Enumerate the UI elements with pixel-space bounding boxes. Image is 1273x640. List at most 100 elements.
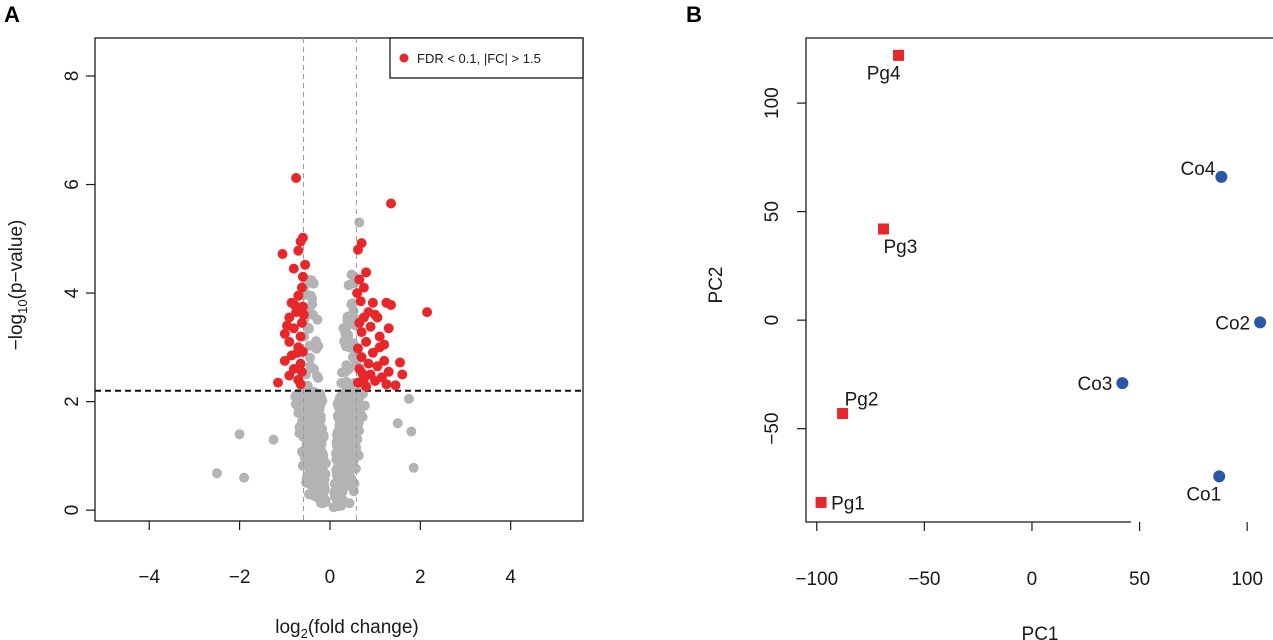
volcano-y-axis-label: −log10(p−value)	[6, 220, 30, 351]
legend-significant-marker	[399, 53, 409, 63]
sample-marker-co3	[1116, 377, 1129, 390]
nonsignificant-point	[307, 293, 317, 304]
sample-label-pg4: Pg4	[867, 63, 901, 84]
nonsignificant-points	[212, 217, 419, 513]
sample-label-pg2: Pg2	[845, 389, 879, 410]
significant-point	[353, 343, 363, 354]
significant-point	[372, 312, 383, 323]
nonsignificant-point	[408, 462, 419, 473]
sample-marker-co2	[1254, 316, 1267, 329]
significant-point	[284, 312, 295, 323]
nonsignificant-point	[344, 279, 355, 290]
significant-point	[358, 282, 369, 293]
sample-label-co1: Co1	[1186, 484, 1221, 505]
sample-marker-pg2	[837, 407, 849, 419]
pca-y-axis: −50 0 50 100	[762, 87, 806, 445]
nonsignificant-point	[336, 402, 347, 413]
significant-point	[356, 327, 367, 338]
x-tick-label: 4	[505, 567, 516, 588]
pca-plot-frame	[805, 37, 1273, 523]
significant-point	[363, 358, 374, 369]
significant-point	[293, 245, 304, 256]
volcano-y-axis: 0 2 4 6 8	[62, 71, 95, 515]
significant-point	[383, 366, 394, 377]
significant-point	[288, 263, 299, 274]
nonsignificant-point	[392, 418, 403, 429]
pca-points: Pg1 Pg2 Pg3 Pg4 Co1 Co2 Co3 Co4	[815, 49, 1267, 514]
significant-point	[374, 331, 385, 342]
nonsignificant-point	[344, 337, 355, 348]
significant-point	[289, 300, 300, 310]
nonsignificant-point	[330, 490, 341, 501]
nonsignificant-point	[336, 378, 347, 388]
significant-point	[353, 244, 363, 255]
significant-point	[370, 376, 381, 386]
x-tick-label: 2	[415, 567, 426, 588]
pca-x-axis: −100 −50 0 50 100	[795, 522, 1263, 590]
sample-marker-pg1	[815, 496, 827, 508]
significant-point	[355, 296, 366, 307]
significant-point	[279, 355, 290, 366]
y-tick-label: 100	[762, 87, 783, 119]
significant-point	[361, 336, 372, 347]
significant-point	[372, 361, 383, 372]
nonsignificant-point	[306, 398, 317, 409]
nonsignificant-point	[313, 373, 324, 383]
y-tick-label: 6	[62, 179, 83, 190]
significant-point	[293, 290, 304, 301]
nonsignificant-point	[339, 475, 350, 486]
significant-point	[361, 381, 372, 392]
nonsignificant-point	[404, 393, 414, 404]
panel-b-label: B	[686, 2, 702, 27]
significant-point	[367, 297, 378, 308]
x-tick-label: −100	[795, 569, 838, 590]
x-tick-label: −4	[138, 567, 160, 588]
nonsignificant-point	[306, 427, 316, 438]
significant-point	[300, 259, 311, 270]
sample-marker-co1	[1213, 470, 1226, 483]
nonsignificant-point	[317, 466, 328, 477]
nonsignificant-point	[308, 278, 319, 288]
significant-point	[297, 232, 308, 243]
significant-point	[295, 331, 306, 342]
sample-label-pg1: Pg1	[831, 493, 865, 514]
nonsignificant-point	[313, 448, 324, 459]
y-tick-label: 50	[762, 201, 783, 222]
nonsignificant-point	[304, 340, 315, 351]
significant-point	[277, 249, 288, 259]
nonsignificant-point	[319, 474, 330, 485]
significant-point	[353, 377, 363, 388]
significant-point	[354, 274, 365, 285]
significant-point	[297, 271, 308, 282]
nonsignificant-point	[305, 456, 316, 467]
legend-box	[389, 37, 584, 79]
significant-point	[365, 321, 376, 332]
nonsignificant-point	[268, 434, 279, 445]
y-tick-label: 0	[762, 315, 783, 326]
nonsignificant-point	[328, 502, 339, 513]
significant-point	[381, 379, 392, 390]
nonsignificant-point	[346, 269, 357, 280]
significant-point	[297, 301, 308, 312]
threshold-lines	[95, 38, 583, 521]
significant-point	[390, 380, 401, 391]
nonsignificant-point	[309, 470, 320, 481]
nonsignificant-point	[318, 487, 329, 498]
significant-point	[295, 379, 306, 390]
significant-point	[361, 267, 372, 278]
y-tick-label: 4	[62, 287, 83, 298]
significant-point	[296, 317, 307, 328]
significant-point	[352, 288, 363, 299]
significant-point	[291, 173, 302, 183]
significant-point	[386, 300, 396, 310]
significant-point	[383, 323, 394, 334]
sample-label-co2: Co2	[1215, 313, 1250, 334]
significant-point	[422, 307, 433, 318]
volcano-x-axis: −4 −2 0 2 4	[138, 521, 516, 588]
significant-point	[284, 370, 295, 381]
significant-point	[374, 342, 385, 353]
x-tick-label: 0	[325, 567, 336, 588]
y-tick-label: −50	[762, 413, 783, 445]
nonsignificant-point	[342, 315, 353, 326]
